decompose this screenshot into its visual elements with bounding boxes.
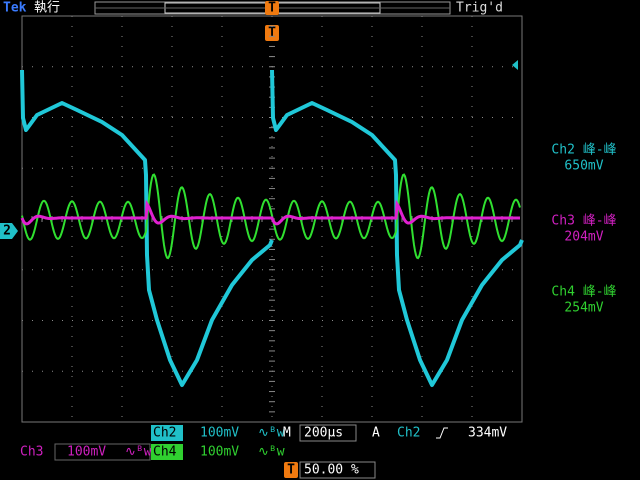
waveform-ch2 [20, 69, 524, 387]
trigger-source: Ch2 [397, 426, 420, 441]
trigger-marker-top: T [268, 1, 276, 16]
ch4-name: Ch4 [153, 445, 177, 460]
bw-icon: ∿ᴮw [125, 445, 152, 460]
measurement-value: 650mV [564, 159, 603, 174]
measurement-value: 204mV [564, 230, 603, 245]
ch2-box [151, 425, 183, 441]
measurement-label: Ch2 峰-峰 [551, 143, 616, 158]
horizontal-position: 50.00 % [304, 463, 359, 478]
waveform-ch4 [21, 173, 521, 260]
ch3-name: Ch3 [20, 445, 43, 460]
channel-marker: 2 [3, 224, 11, 239]
ch4-box [151, 444, 183, 460]
waveform-ch3 [20, 199, 520, 226]
timebase: 200µs [304, 426, 343, 441]
timebase-box [299, 424, 357, 442]
measurement-value: 254mV [564, 301, 603, 316]
ch3-box [54, 443, 151, 461]
trigger-level-marker [512, 60, 518, 70]
ch3-scale: 100mV [67, 445, 106, 460]
ch2-scale: 100mV [200, 426, 239, 441]
trigger-position-box [265, 25, 279, 41]
trigger-position-marker: T [287, 463, 295, 478]
timebase-prefix: M [283, 426, 291, 441]
channel-marker-box [0, 223, 18, 239]
bw-icon: ∿ᴮw [258, 445, 285, 460]
measurement-label: Ch3 峰-峰 [551, 214, 616, 229]
trigger-mode: A [372, 426, 380, 441]
trigger-level: 334mV [468, 426, 507, 441]
trigger-state: Trig'd [456, 1, 503, 16]
position-box [299, 461, 376, 479]
trigger-marker-top-box [265, 1, 279, 15]
trigger-position-box [284, 462, 298, 478]
slope-icon [436, 427, 448, 439]
measurement-label: Ch4 峰-峰 [551, 285, 616, 300]
run-status: 執行 [34, 0, 60, 16]
waveforms [20, 69, 524, 387]
trigger-position: T [268, 26, 276, 41]
ch2-name: Ch2 [153, 426, 176, 441]
brand: Tek [3, 1, 27, 16]
bw-icon: ∿ᴮw [258, 426, 285, 441]
ch4-scale: 100mV [200, 445, 239, 460]
